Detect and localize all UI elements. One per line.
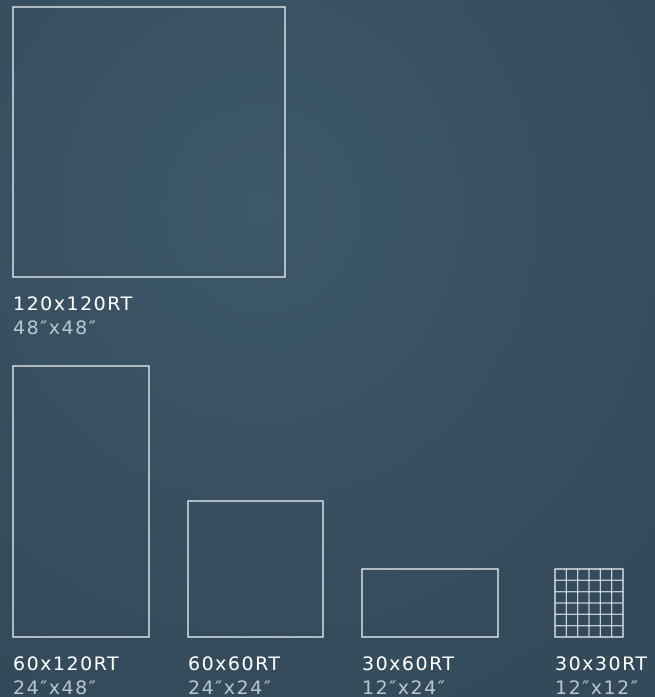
tile-size: 24″x24″ <box>188 677 272 697</box>
background <box>0 0 655 697</box>
tile-size: 12″x24″ <box>362 677 446 697</box>
tile-size: 24″x48″ <box>13 677 97 697</box>
tile-size: 48″x48″ <box>13 317 97 339</box>
tile-label: 30x60RT <box>362 653 456 675</box>
tile-label: 60x120RT <box>13 653 120 675</box>
tile-label: 30x30RT <box>555 653 649 675</box>
tile-label: 60x60RT <box>188 653 282 675</box>
page: 120x120RT 48″x48″ 60x120RT 24″x48″ 60x60… <box>0 0 655 697</box>
tile-size: 12″x12″ <box>555 677 639 697</box>
tile-diagram: 120x120RT 48″x48″ 60x120RT 24″x48″ 60x60… <box>0 0 655 697</box>
tile-label: 120x120RT <box>13 293 134 315</box>
